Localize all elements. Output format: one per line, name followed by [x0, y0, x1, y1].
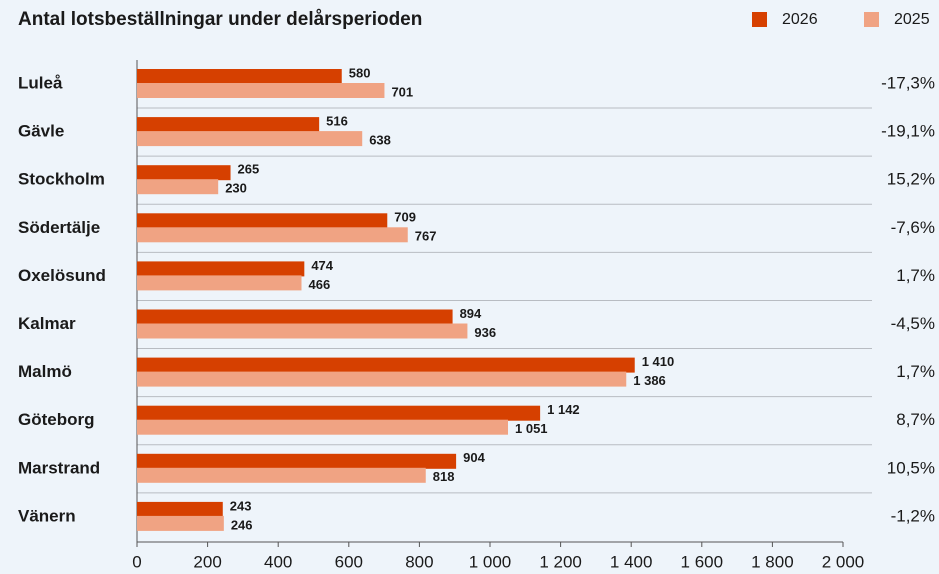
value-label: 701: [391, 84, 413, 99]
bar: [137, 405, 541, 421]
value-label: 466: [308, 277, 330, 292]
x-tick-label: 400: [264, 552, 292, 571]
bar: [137, 515, 224, 531]
value-label: 580: [349, 65, 371, 80]
value-label: 818: [433, 469, 455, 484]
value-label: 1 142: [547, 402, 580, 417]
change-label: -1,2%: [891, 506, 935, 525]
legend-swatch: [864, 12, 879, 27]
bar: [137, 357, 635, 373]
value-label: 1 051: [515, 421, 548, 436]
value-label: 767: [415, 229, 437, 244]
value-label: 936: [474, 325, 496, 340]
category-label: Marstrand: [18, 458, 100, 477]
value-label: 894: [460, 306, 482, 321]
bar: [137, 179, 219, 195]
bar: [137, 213, 388, 229]
legend-swatch: [752, 12, 767, 27]
legend-label: 2026: [782, 11, 818, 28]
value-label: 516: [326, 114, 348, 129]
x-tick-label: 0: [132, 552, 141, 571]
bar: [137, 419, 509, 435]
x-tick-label: 1 800: [751, 552, 794, 571]
bar: [137, 501, 223, 517]
category-label: Kalmar: [18, 314, 76, 333]
value-label: 1 410: [642, 354, 675, 369]
change-label: 10,5%: [887, 458, 935, 477]
x-tick-label: 1 600: [681, 552, 724, 571]
category-label: Södertälje: [18, 218, 100, 237]
bar: [137, 165, 231, 181]
legend-label: 2025: [894, 11, 930, 28]
value-label: 243: [230, 498, 252, 513]
change-label: -17,3%: [881, 73, 935, 92]
category-label: Malmö: [18, 362, 72, 381]
value-label: 474: [311, 258, 333, 273]
bar: [137, 69, 342, 84]
value-label: 638: [369, 133, 391, 148]
x-tick-label: 1 400: [610, 552, 653, 571]
x-tick-label: 1 200: [539, 552, 582, 571]
bar: [137, 371, 627, 387]
bar: [137, 83, 385, 98]
x-tick-label: 2 000: [822, 552, 865, 571]
category-label: Stockholm: [18, 170, 105, 189]
bar: [137, 117, 320, 133]
change-label: -4,5%: [891, 314, 935, 333]
bar: [137, 227, 408, 243]
category-label: Luleå: [18, 73, 63, 92]
bar: [137, 309, 453, 325]
chart-title: Antal lotsbeställningar under delårsperi…: [18, 9, 422, 30]
category-label: Oxelösund: [18, 266, 106, 285]
x-tick-label: 200: [193, 552, 221, 571]
bar: [137, 323, 468, 339]
category-label: Gävle: [18, 122, 64, 141]
value-label: 265: [238, 162, 260, 177]
change-label: -19,1%: [881, 122, 935, 141]
bar: [137, 261, 305, 277]
x-tick-label: 1 000: [469, 552, 512, 571]
change-label: 1,7%: [896, 266, 935, 285]
change-label: 8,7%: [896, 410, 935, 429]
bar: [137, 467, 426, 483]
bar: [137, 453, 457, 469]
change-label: 15,2%: [887, 170, 935, 189]
x-tick-label: 800: [405, 552, 433, 571]
bar: [137, 131, 363, 147]
x-tick-label: 600: [335, 552, 363, 571]
category-label: Göteborg: [18, 410, 95, 429]
value-label: 246: [231, 517, 253, 532]
category-label: Vänern: [18, 506, 76, 525]
value-label: 709: [394, 210, 416, 225]
value-label: 1 386: [633, 373, 666, 388]
value-label: 230: [225, 181, 247, 196]
change-label: 1,7%: [896, 362, 935, 381]
bar: [137, 275, 302, 291]
change-label: -7,6%: [891, 218, 935, 237]
value-label: 904: [463, 450, 485, 465]
